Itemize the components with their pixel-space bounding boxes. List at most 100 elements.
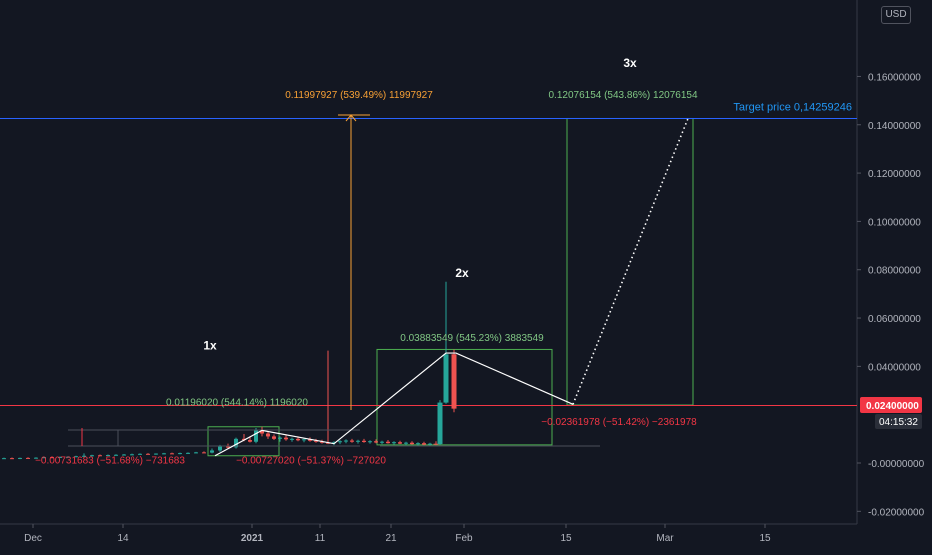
candle-body-59: [416, 443, 420, 445]
candle-body-65: [451, 354, 457, 409]
candle-body-51: [368, 441, 372, 443]
x-tick-label-2: 2021: [241, 533, 264, 544]
candle-body-42: [314, 440, 318, 442]
measure-label-3: 0.11997927 (539.49%) 11997927: [285, 90, 433, 101]
candle-body-16: [130, 454, 134, 456]
candle-body-11: [90, 455, 94, 457]
candle-body-14: [114, 454, 118, 456]
candle-body-39: [296, 438, 300, 441]
candle-body-55: [392, 442, 396, 444]
projection-line: [214, 352, 574, 457]
candle-body-58: [410, 442, 414, 445]
measure-label-5: −0.00731683 (−51.68%) −731683: [35, 456, 185, 467]
candle-body-61: [428, 443, 432, 445]
candle-body-12: [98, 455, 102, 457]
candle-body-21: [170, 453, 174, 455]
price-badge-text: 0.02400000: [866, 401, 919, 412]
x-tick-label-0: Dec: [24, 533, 42, 544]
candle-body-4: [34, 457, 38, 459]
target-price-label: Target price 0,14259246: [733, 101, 852, 113]
candle-body-57: [404, 442, 408, 444]
x-tick-label-6: 15: [560, 533, 572, 544]
multiplier-2x: 2x: [455, 266, 469, 280]
measure-label-4: 0.12076154 (543.86%) 12076154: [548, 90, 697, 101]
measure-box-2: [376, 348, 553, 446]
candle-body-49: [356, 440, 360, 442]
candle-body-3: [26, 457, 30, 459]
candle-body-19: [154, 453, 158, 455]
candle-body-20: [162, 453, 166, 455]
candle-body-45: [332, 442, 336, 444]
candle-body-43: [320, 441, 324, 443]
candle-body-7: [58, 456, 62, 458]
x-tick-label-5: Feb: [455, 533, 473, 544]
candle-body-36: [278, 437, 282, 439]
candle-body-2: [18, 457, 22, 459]
y-tick-label-6: 0.04000000: [868, 362, 921, 373]
candle-body-25: [202, 452, 206, 454]
multiplier-1x: 1x: [203, 338, 217, 352]
y-tick-label-3: 0.10000000: [868, 217, 921, 228]
measure-label-6: −0.00727020 (−51.37%) −727020: [236, 456, 386, 467]
measure-label-2: 0.03883549 (545.23%) 3883549: [400, 333, 544, 344]
x-tick-label-4: 21: [385, 533, 397, 544]
candle-body-10: [82, 455, 86, 457]
candle-body-5: [42, 457, 46, 459]
candle-body-52: [374, 441, 378, 443]
candle-body-60: [422, 443, 426, 445]
measure-label-7: −0.02361978 (−51.42%) −2361978: [541, 417, 697, 428]
candle-body-27: [218, 446, 222, 451]
candle-body-29: [234, 438, 238, 448]
candle-body-0: [2, 458, 6, 460]
candle-body-46: [338, 441, 342, 443]
candle-body-1: [10, 458, 14, 460]
candle-body-40: [302, 439, 306, 441]
candle-body-48: [350, 440, 354, 442]
y-tick-label-0: 0.16000000: [868, 72, 921, 83]
measure-label-1: 0.01196020 (544.14%) 1196020: [166, 397, 308, 408]
candle-body-44: [326, 442, 330, 444]
y-tick-label-8: -0.02000000: [868, 507, 925, 518]
y-tick-label-1: 0.14000000: [868, 121, 921, 132]
y-tick-label-4: 0.08000000: [868, 266, 921, 277]
candle-body-15: [122, 454, 126, 456]
candle-body-32: [254, 430, 258, 442]
candle-body-18: [146, 453, 150, 455]
candle-body-26: [210, 450, 214, 453]
currency-button[interactable]: USD: [881, 6, 911, 24]
candle-body-63: [437, 402, 443, 445]
y-tick-label-7: -0.00000000: [868, 459, 925, 470]
x-tick-label-3: 11: [315, 533, 326, 544]
candle-body-9: [74, 456, 78, 458]
candle-body-47: [344, 440, 348, 442]
candle-body-64: [443, 354, 449, 403]
candle-body-38: [290, 438, 294, 440]
candle-body-28: [226, 446, 230, 448]
candle-body-23: [186, 452, 190, 454]
candle-body-17: [138, 453, 142, 455]
candle-body-35: [272, 436, 276, 439]
countdown-badge-text: 04:15:32: [879, 417, 918, 428]
candle-body-41: [308, 439, 312, 441]
multiplier-3x: 3x: [623, 56, 637, 70]
candle-body-33: [260, 430, 264, 434]
candle-body-13: [106, 455, 110, 457]
countdown-badge-bg: [875, 414, 922, 430]
candle-body-62: [433, 443, 439, 445]
candle-body-31: [248, 440, 252, 442]
price-badge-bg: [860, 397, 922, 414]
x-tick-label-1: 14: [117, 533, 129, 544]
measure-box-1: [207, 426, 280, 457]
candle-body-53: [380, 441, 384, 443]
y-tick-label-5: 0.06000000: [868, 314, 921, 325]
projection-dotted-line: [572, 118, 689, 405]
candle-body-56: [398, 442, 402, 444]
candle-body-54: [386, 441, 390, 444]
candle-body-6: [50, 457, 54, 459]
candle-body-37: [284, 437, 288, 440]
candle-body-22: [178, 453, 182, 455]
candle-body-50: [362, 440, 366, 442]
